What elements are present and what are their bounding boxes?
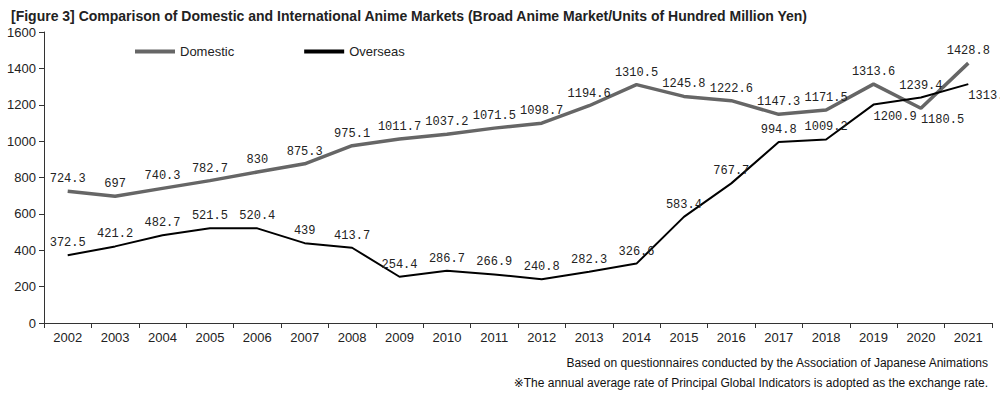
svg-text:1600: 1600 xyxy=(7,25,36,40)
svg-text:2012: 2012 xyxy=(527,330,556,345)
svg-text:740.3: 740.3 xyxy=(144,169,180,183)
svg-text:600: 600 xyxy=(14,206,36,221)
svg-text:2020: 2020 xyxy=(906,330,935,345)
svg-text:2007: 2007 xyxy=(290,330,319,345)
svg-text:1200.9: 1200.9 xyxy=(874,110,917,124)
svg-text:1098.7: 1098.7 xyxy=(520,104,563,118)
svg-text:400: 400 xyxy=(14,243,36,258)
svg-text:2019: 2019 xyxy=(859,330,888,345)
svg-text:1200: 1200 xyxy=(7,97,36,112)
svg-text:583.4: 583.4 xyxy=(666,198,702,212)
svg-text:Domestic: Domestic xyxy=(180,44,235,59)
svg-text:975.1: 975.1 xyxy=(334,127,370,141)
svg-text:1071.5: 1071.5 xyxy=(473,109,516,123)
svg-text:782.7: 782.7 xyxy=(192,162,228,176)
svg-text:521.5: 521.5 xyxy=(192,209,228,223)
svg-text:1222.6: 1222.6 xyxy=(710,82,753,96)
svg-text:413.7: 413.7 xyxy=(334,229,370,243)
svg-text:2015: 2015 xyxy=(669,330,698,345)
svg-text:994.8: 994.8 xyxy=(761,123,797,137)
svg-text:1310.5: 1310.5 xyxy=(615,66,658,80)
svg-text:1011.7: 1011.7 xyxy=(378,120,421,134)
svg-text:0: 0 xyxy=(29,316,36,331)
svg-text:1180.5: 1180.5 xyxy=(921,113,964,127)
svg-text:724.3: 724.3 xyxy=(50,172,86,186)
svg-text:2003: 2003 xyxy=(101,330,130,345)
svg-text:830: 830 xyxy=(246,153,268,167)
svg-text:439: 439 xyxy=(294,224,316,238)
svg-text:482.7: 482.7 xyxy=(144,216,180,230)
svg-text:1009.2: 1009.2 xyxy=(804,120,847,134)
svg-text:Overseas: Overseas xyxy=(349,44,405,59)
svg-text:875.3: 875.3 xyxy=(287,145,323,159)
svg-text:2010: 2010 xyxy=(432,330,461,345)
svg-text:326.6: 326.6 xyxy=(618,245,654,259)
svg-text:2006: 2006 xyxy=(243,330,272,345)
svg-text:240.8: 240.8 xyxy=(524,260,560,274)
svg-text:1400: 1400 xyxy=(7,61,36,76)
svg-text:1171.5: 1171.5 xyxy=(804,91,847,105)
svg-text:286.7: 286.7 xyxy=(429,252,465,266)
svg-text:1313.4: 1313.4 xyxy=(968,89,1000,103)
svg-text:2009: 2009 xyxy=(385,330,414,345)
svg-text:1000: 1000 xyxy=(7,134,36,149)
svg-text:697: 697 xyxy=(104,177,126,191)
svg-text:2005: 2005 xyxy=(195,330,224,345)
svg-text:372.5: 372.5 xyxy=(50,236,86,250)
svg-text:1194.6: 1194.6 xyxy=(567,87,610,101)
svg-text:[Figure 3] Comparison of Domes: [Figure 3] Comparison of Domestic and In… xyxy=(11,8,807,24)
svg-text:1239.4: 1239.4 xyxy=(899,79,942,93)
svg-text:520.4: 520.4 xyxy=(239,209,275,223)
svg-text:266.9: 266.9 xyxy=(476,255,512,269)
svg-text:Based on questionnaires conduc: Based on questionnaires conducted by the… xyxy=(566,356,988,370)
svg-text:1037.2: 1037.2 xyxy=(425,115,468,129)
svg-text:2016: 2016 xyxy=(717,330,746,345)
svg-text:254.4: 254.4 xyxy=(381,258,417,272)
svg-text:1147.3: 1147.3 xyxy=(757,95,800,109)
svg-text:767.7: 767.7 xyxy=(713,164,749,178)
svg-text:2021: 2021 xyxy=(954,330,983,345)
svg-text:200: 200 xyxy=(14,279,36,294)
svg-text:2004: 2004 xyxy=(148,330,177,345)
svg-text:2018: 2018 xyxy=(812,330,841,345)
svg-text:2002: 2002 xyxy=(53,330,82,345)
svg-text:2013: 2013 xyxy=(575,330,604,345)
svg-text:※The annual average rate of Pr: ※The annual average rate of Principal Gl… xyxy=(514,376,988,390)
svg-text:2017: 2017 xyxy=(764,330,793,345)
svg-text:282.3: 282.3 xyxy=(571,253,607,267)
svg-text:2014: 2014 xyxy=(622,330,651,345)
svg-text:421.2: 421.2 xyxy=(97,227,133,241)
svg-text:1245.8: 1245.8 xyxy=(662,77,705,91)
svg-text:1428.8: 1428.8 xyxy=(947,44,990,58)
svg-text:1313.6: 1313.6 xyxy=(852,65,895,79)
svg-text:2011: 2011 xyxy=(480,330,508,345)
svg-text:800: 800 xyxy=(14,170,36,185)
svg-text:2008: 2008 xyxy=(338,330,367,345)
